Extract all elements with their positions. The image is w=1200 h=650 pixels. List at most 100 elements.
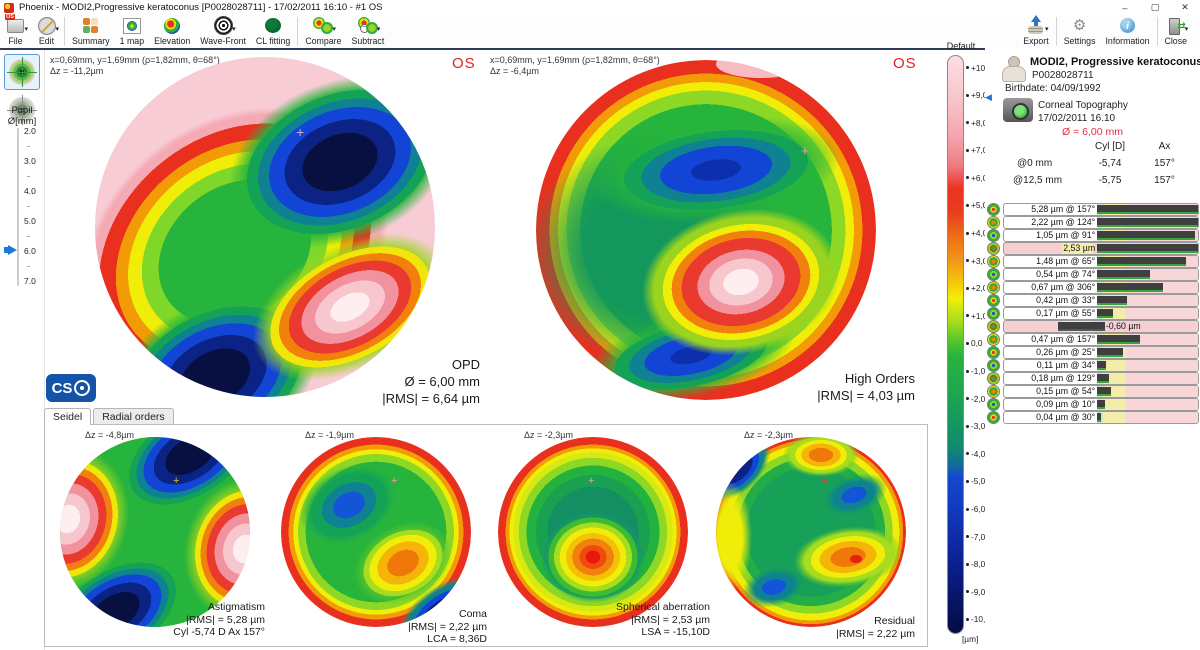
zernike-row[interactable]: 5,28 µm @ 157° (987, 203, 1199, 216)
zernike-bar (1097, 218, 1198, 227)
high-orders-title: High Orders (844, 371, 915, 386)
exam-diameter: Ø = 6,00 mm (1062, 126, 1123, 138)
pupil-tick-2[interactable]: 2.0 (24, 126, 36, 136)
compare-dropdown-arrow[interactable]: ▾ (332, 26, 336, 33)
astigmatism-cursor-cross: + (173, 475, 179, 487)
zernike-icon (987, 229, 1000, 242)
zernike-bar-track (1097, 269, 1198, 280)
zernike-row[interactable]: 1,48 µm @ 65° (987, 255, 1199, 268)
scale-tick: +5,0 (966, 200, 1000, 210)
scale-tick: +9,0 (966, 90, 1000, 100)
scale-tick: -4,0 (966, 449, 1000, 459)
toolbar-separator (1055, 17, 1057, 46)
scale-preset-dropdown[interactable]: Default (946, 41, 976, 51)
zernike-icon (987, 372, 1000, 385)
tab-radial-orders[interactable]: Radial orders (93, 408, 174, 425)
compare-button[interactable]: ▾ Compare (300, 15, 346, 48)
pupil-slider-handle[interactable] (4, 245, 17, 255)
tab-seidel[interactable]: Seidel (44, 408, 92, 425)
pupil-tick-5[interactable]: 5.0 (24, 216, 36, 226)
panel-collapse-arrow[interactable]: ◀ (985, 92, 992, 102)
subtract-icon: − (357, 17, 378, 34)
zernike-row[interactable]: 0,26 µm @ 25° (987, 346, 1199, 359)
zernike-row[interactable]: 2,22 µm @ 124° (987, 216, 1199, 229)
high-orders-cursor-dz: Δz = -6,4µm (490, 66, 539, 76)
export-button[interactable]: ▾ Export (1018, 15, 1053, 48)
toolbar-separator (297, 17, 299, 46)
zernike-row[interactable]: 0,18 µm @ 129° (987, 372, 1199, 385)
zernike-value: -0,60 µm (1105, 321, 1141, 331)
zernike-row[interactable]: 2,53 µm (987, 242, 1199, 255)
opd-map[interactable]: + (95, 57, 435, 397)
zernike-row[interactable]: 0,42 µm @ 33° (987, 294, 1199, 307)
zernike-icon (987, 333, 1000, 346)
zernike-value: 0,26 µm @ 25° (1036, 347, 1096, 357)
high-orders-map[interactable]: + (536, 60, 876, 400)
close-dropdown-arrow[interactable]: ▾ (1184, 26, 1189, 33)
scale-tick: -3,0 (966, 421, 1000, 431)
maximize-button[interactable]: ▢ (1150, 2, 1160, 12)
file-dropdown-arrow[interactable]: ▾ (24, 26, 28, 33)
pupil-tick-7[interactable]: 7.0 (24, 276, 36, 286)
edit-dropdown-arrow[interactable]: ▾ (55, 26, 59, 33)
zernike-row[interactable]: 0,47 µm @ 157° (987, 333, 1199, 346)
close-window-button[interactable]: ✕ (1181, 2, 1189, 12)
zernike-row[interactable]: 0,09 µm @ 10° (987, 398, 1199, 411)
file-button[interactable]: OS ▾ File (5, 13, 28, 46)
pupil-tick-3[interactable]: 3.0 (24, 156, 36, 166)
export-dropdown-arrow[interactable]: ▾ (1044, 26, 1049, 33)
eye-map-button[interactable] (4, 92, 40, 128)
zernike-value: 0,11 µm @ 34° (1036, 360, 1096, 370)
scale-unit-label: [µm] (962, 634, 979, 644)
zernike-icon (987, 203, 1000, 216)
zernike-row[interactable]: 1,05 µm @ 91° (987, 229, 1199, 242)
subtract-button[interactable]: − ▾ Subtract (347, 15, 390, 48)
edit-button[interactable]: ▾ Edit (31, 15, 62, 48)
summary-button[interactable]: Summary (67, 15, 115, 48)
exam-datetime: 17/02/2011 16.10 (1038, 113, 1116, 124)
zernike-row[interactable]: 0,15 µm @ 54° (987, 385, 1199, 398)
zernike-bar-track (1097, 360, 1198, 371)
cyl-row-12mm: @12,5 mm -5,75 157° (1013, 175, 1175, 186)
close-exam-button[interactable]: ⇄ ▾ Close (1160, 15, 1193, 48)
high-orders-metrics: High Orders |RMS| = 4,03 µm (755, 371, 915, 405)
zernike-row[interactable]: 0,11 µm @ 34° (987, 359, 1199, 372)
astigmatism-map[interactable]: + (60, 437, 250, 627)
zernike-bar (1097, 244, 1198, 253)
subtract-dropdown-arrow[interactable]: ▾ (376, 26, 381, 33)
scale-tick: +10,0 (966, 63, 1000, 73)
residual-map[interactable]: + (716, 437, 906, 627)
cl-fitting-button[interactable]: CL fitting (251, 15, 295, 48)
one-map-button[interactable]: 1 map (115, 15, 149, 48)
zernike-row-negative[interactable]: -0,60 µm (987, 320, 1199, 333)
zernike-bar-track (1097, 295, 1198, 306)
pupil-slider-track[interactable] (17, 128, 19, 286)
spherical-aberration-map[interactable]: + (498, 437, 688, 627)
elevation-button[interactable]: Elevation (149, 15, 195, 48)
pupil-tick-6[interactable]: 6.0 (24, 246, 36, 256)
residual-cursor-cross: + (821, 475, 827, 487)
minimize-button[interactable]: – (1122, 2, 1128, 13)
information-button[interactable]: i Information (1105, 18, 1150, 46)
pupil-tick-4[interactable]: 4.0 (24, 186, 36, 196)
wavefront-button[interactable]: ▾ Wave-Front (195, 15, 251, 48)
opd-rms: |RMS| = 6,64 µm (382, 390, 480, 406)
patient-name: MODI2, Progressive keratoconus (1030, 56, 1200, 68)
wavefront-dropdown-arrow[interactable]: ▾ (232, 26, 236, 33)
coma-map[interactable]: + (281, 437, 471, 627)
seidel-tab-strip: Seidel Radial orders (44, 408, 176, 425)
eye-map-button-selected[interactable] (4, 54, 40, 90)
left-sidebar: Pupil Ø[mm] 2.0 3.0 4.0 5.0 6.0 7.0 (0, 50, 45, 650)
zernike-bar-track (1097, 347, 1198, 358)
scale-tick: +7,0 (966, 145, 1000, 155)
zernike-row[interactable]: 0,54 µm @ 74° (987, 268, 1199, 281)
spherical-metrics: Spherical aberration |RMS| = 2,53 µm LSA… (560, 601, 710, 639)
file-icon: OS (5, 13, 24, 33)
spherical-rms: |RMS| = 2,53 µm (631, 613, 710, 626)
zernike-row[interactable]: 0,67 µm @ 306° (987, 281, 1199, 294)
settings-button[interactable]: ⚙ Settings (1063, 17, 1096, 46)
scale-tick: -8,0 (966, 559, 1000, 569)
zernike-row[interactable]: 0,17 µm @ 55° (987, 307, 1199, 320)
zernike-row[interactable]: 0,04 µm @ 30° (987, 411, 1199, 424)
